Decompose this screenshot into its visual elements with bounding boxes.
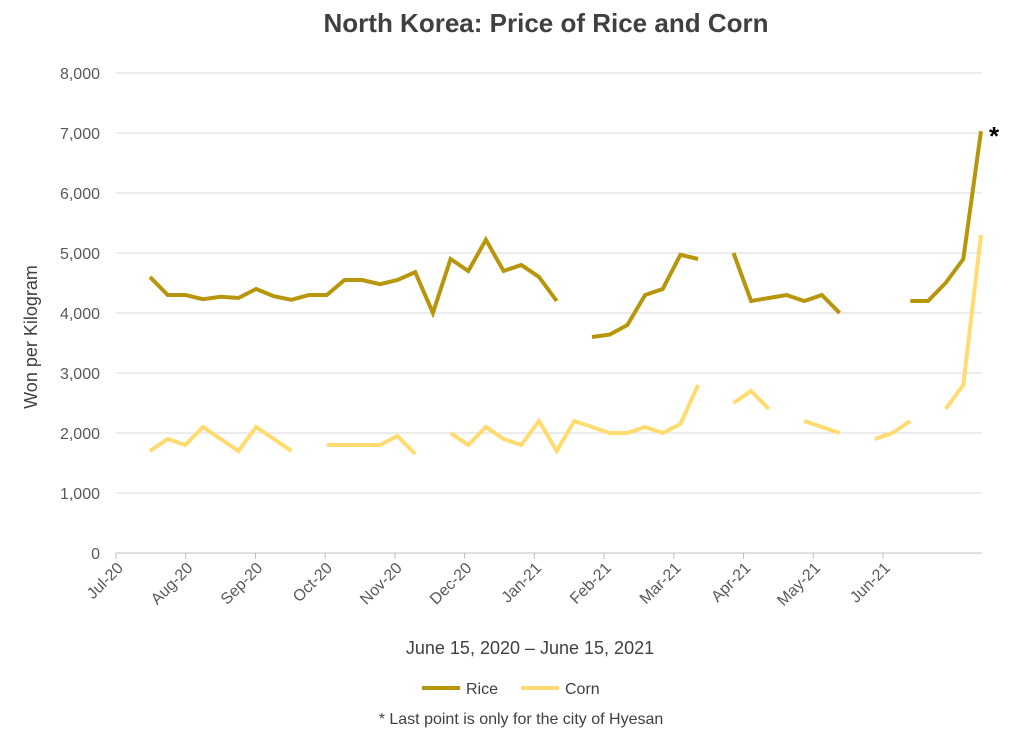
y-tick-label: 6,000 xyxy=(60,186,100,203)
legend-label-rice: Rice xyxy=(466,681,498,698)
grid-layer xyxy=(115,72,982,559)
x-tick-label: Jun-21 xyxy=(847,560,894,607)
x-tick-label: Dec-20 xyxy=(427,560,476,609)
x-tick-label: Aug-20 xyxy=(148,560,197,609)
y-tick-label: 8,000 xyxy=(60,66,100,83)
x-tick-label: Jan-21 xyxy=(499,560,546,607)
y-tick-label: 3,000 xyxy=(60,366,100,383)
series-layer xyxy=(148,130,983,456)
y-tick-label: 4,000 xyxy=(60,306,100,323)
legend: Rice Corn xyxy=(422,681,600,698)
series-line-corn xyxy=(148,234,983,456)
x-tick-label: Jul-20 xyxy=(84,560,127,603)
last-point-asterisk: * xyxy=(989,121,1000,151)
legend-label-corn: Corn xyxy=(565,681,600,698)
x-tick-label: Feb-21 xyxy=(567,560,615,608)
x-tick-label: Sep-20 xyxy=(218,560,267,609)
x-tick-label: Oct-20 xyxy=(290,560,336,606)
y-tick-label: 1,000 xyxy=(60,486,100,503)
y-tick-label: 2,000 xyxy=(60,426,100,443)
x-tick-label: Mar-21 xyxy=(637,560,685,608)
series-line-rice xyxy=(148,130,983,339)
x-tick-labels: Jul-20 Aug-20 Sep-20 Oct-20 Nov-20 Dec-20 Jan-… xyxy=(84,560,894,610)
footnote: * Last point is only for the city of Hye… xyxy=(379,711,664,728)
chart-title: North Korea: Price of Rice and Corn xyxy=(324,8,769,38)
x-tick-label: Nov-20 xyxy=(357,560,406,609)
y-axis-label: Won per Kilogram xyxy=(21,265,41,409)
y-tick-label: 7,000 xyxy=(60,126,100,143)
x-axis-label: June 15, 2020 – June 15, 2021 xyxy=(406,638,654,658)
y-tick-labels: 0 1,000 2,000 3,000 4,000 5,000 6,000 7,000 8,00… xyxy=(60,66,100,563)
y-tick-label: 0 xyxy=(91,546,100,563)
x-tick-label: Apr-21 xyxy=(708,560,754,606)
x-tick-label: May-21 xyxy=(774,560,824,610)
y-tick-label: 5,000 xyxy=(60,246,100,263)
